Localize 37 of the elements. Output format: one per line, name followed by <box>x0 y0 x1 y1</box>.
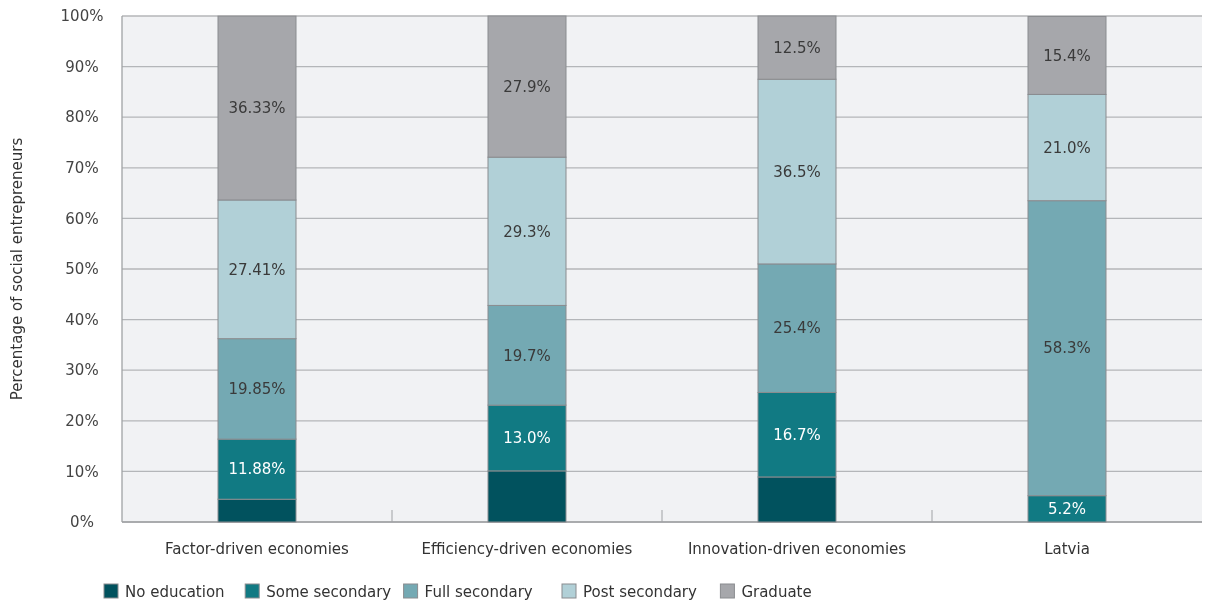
data-label: 29.3% <box>503 222 551 241</box>
data-label: 12.5% <box>773 38 821 57</box>
y-tick-label: 0% <box>70 513 94 532</box>
data-label: 16.7% <box>773 425 821 444</box>
y-tick-label: 90% <box>65 57 99 76</box>
y-tick-label: 70% <box>65 159 99 178</box>
data-label: 27.9% <box>503 77 551 96</box>
data-label: 21.0% <box>1043 138 1091 157</box>
data-label: 13.0% <box>503 429 551 448</box>
data-label: 27.41% <box>228 260 286 279</box>
y-tick-label: 60% <box>65 209 99 228</box>
y-tick-label: 20% <box>65 412 99 431</box>
y-tick-label: 50% <box>65 260 99 279</box>
legend-label: Some secondary <box>266 583 392 601</box>
y-tick-label: 80% <box>65 108 99 127</box>
data-label: 36.5% <box>773 162 821 181</box>
data-label: 36.33% <box>228 99 286 118</box>
data-label: 5.2% <box>1047 500 1087 519</box>
x-tick-label: Factor-driven economies <box>165 540 350 558</box>
data-label: 58.3% <box>1043 339 1091 358</box>
data-label: 19.7% <box>503 346 551 365</box>
data-label: 11.88% <box>228 460 286 479</box>
legend-label: Full secondary <box>424 583 533 601</box>
legend-label: Post secondary <box>583 583 698 601</box>
y-tick-label: 10% <box>65 462 99 481</box>
y-tick-label: 30% <box>65 361 99 380</box>
data-label: 15.4% <box>1043 46 1091 65</box>
x-tick-label: Latvia <box>1044 540 1090 558</box>
legend-label: Graduate <box>741 583 812 601</box>
y-tick-label: 40% <box>65 310 99 329</box>
legend-label: No education <box>125 583 225 601</box>
x-tick-label: Efficiency-driven economies <box>421 540 633 558</box>
y-axis-title: Percentage of social entrepreneurs <box>8 137 26 401</box>
data-label: 19.85% <box>228 380 286 399</box>
x-tick-label: Innovation-driven economies <box>687 540 907 558</box>
data-label: 25.4% <box>773 319 821 338</box>
y-tick-label: 100% <box>60 7 104 26</box>
